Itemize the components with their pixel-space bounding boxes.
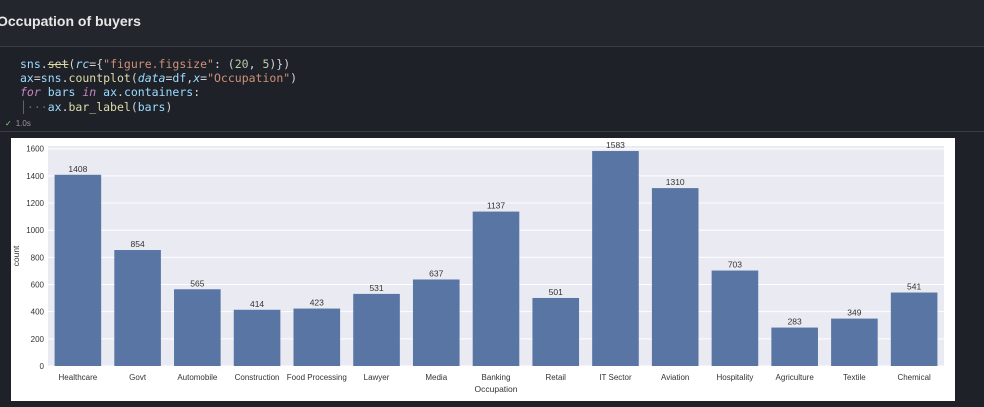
bar	[54, 174, 102, 366]
bar	[114, 250, 161, 366]
bar-data-label: 1310	[666, 177, 685, 187]
x-tick-label: Hospitality	[716, 373, 753, 382]
bar	[233, 309, 281, 366]
bar	[592, 151, 639, 366]
y-tick-label: 600	[31, 281, 45, 290]
x-tick-label: Healthcare	[59, 373, 98, 382]
bar	[711, 270, 759, 366]
y-tick-label: 1000	[26, 226, 44, 235]
x-tick-label: Banking	[482, 373, 511, 382]
y-tick-label: 1200	[26, 199, 44, 208]
x-tick-label: Construction	[235, 373, 280, 382]
bar	[472, 211, 520, 366]
markdown-cell[interactable]: Occupation of buyers	[0, 0, 984, 47]
bar-data-label: 1408	[68, 164, 87, 174]
code-cell[interactable]: sns.set(rc={"figure.figsize": (20, 5)}) …	[0, 47, 984, 132]
code-line-2: ax=sns.countplot(data=df,x="Occupation")	[20, 71, 298, 85]
bar	[532, 297, 580, 366]
x-tick-label: Retail	[546, 373, 567, 382]
bar	[771, 327, 818, 366]
x-tick-label: Textile	[843, 373, 866, 382]
x-tick-label: IT Sector	[599, 373, 632, 382]
y-tick-label: 0	[40, 362, 45, 371]
check-icon: ✓	[5, 119, 12, 128]
bar-data-label: 414	[250, 299, 264, 309]
bar-data-label: 423	[310, 298, 324, 308]
code-line-3: for bars in ax.containers:	[20, 85, 201, 99]
y-tick-label: 800	[31, 253, 45, 262]
y-tick-label: 1400	[26, 172, 44, 181]
y-tick-label: 1600	[26, 145, 44, 154]
y-tick-label: 400	[31, 308, 45, 317]
bar-chart: 0 200 400 600 800 1000 1200 1400 1600 1408 Healthc…	[11, 140, 944, 394]
execution-status: ✓ 1.0s	[5, 119, 31, 128]
section-title: Occupation of buyers	[0, 13, 141, 29]
bar	[174, 289, 221, 366]
execution-time: 1.0s	[15, 119, 31, 128]
bar	[353, 293, 400, 366]
bar	[412, 279, 460, 366]
code-line-1: sns.set(rc={"figure.figsize": (20, 5)})	[20, 57, 291, 71]
x-tick-label: Lawyer	[364, 373, 390, 382]
x-axis-label: Occupation	[475, 384, 518, 394]
code-line-4: │···ax.bar_label(bars)	[20, 100, 173, 114]
bar-data-label: 1583	[606, 140, 625, 150]
bar	[831, 318, 878, 366]
bar	[651, 188, 699, 366]
bar-data-label: 565	[190, 278, 204, 288]
x-tick-label: Media	[425, 373, 447, 382]
bar-data-label: 1137	[487, 201, 506, 211]
bar-data-label: 531	[369, 283, 383, 293]
x-tick-label: Chemical	[897, 373, 931, 382]
bar-data-label: 283	[788, 317, 802, 327]
x-tick-label: Aviation	[661, 373, 689, 382]
bar-data-label: 637	[429, 268, 443, 278]
x-tick-label: Automobile	[177, 373, 218, 382]
bar-data-label: 541	[907, 282, 921, 292]
bar-data-label: 854	[131, 239, 145, 249]
bar-data-label: 349	[847, 308, 861, 318]
x-tick-label: Govt	[129, 373, 147, 382]
bar	[293, 308, 341, 366]
y-axis-label: count	[11, 245, 21, 266]
x-tick-label: Agriculture	[776, 373, 815, 382]
plot-output: 0 200 400 600 800 1000 1200 1400 1600 1408 Healthc…	[11, 138, 955, 401]
y-tick-label: 200	[31, 335, 45, 344]
bar-data-label: 501	[549, 287, 563, 297]
bar-data-label: 703	[728, 260, 742, 270]
bar	[890, 292, 938, 366]
x-tick-label: Food Processing	[287, 373, 347, 382]
